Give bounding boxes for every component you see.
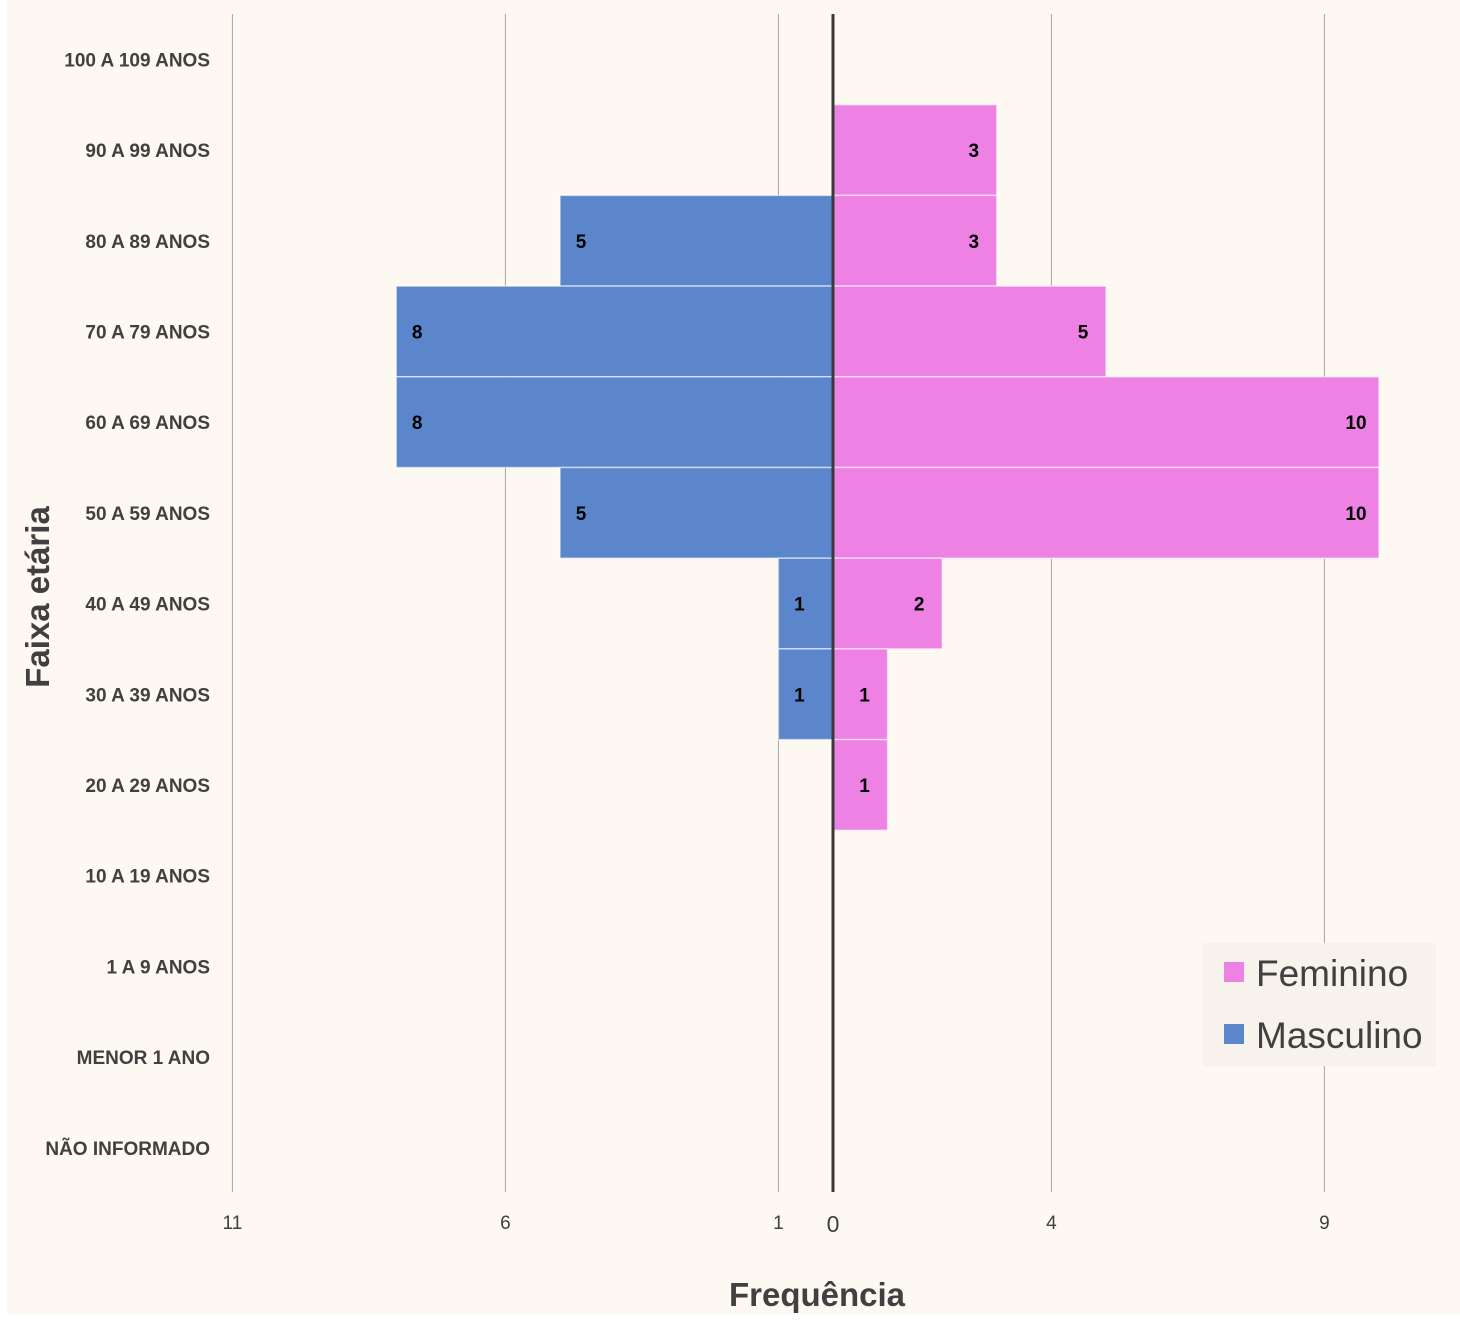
x-axis-title: Frequência xyxy=(729,1276,906,1313)
data-label-feminino: 10 xyxy=(1345,413,1366,434)
data-label-feminino: 10 xyxy=(1345,504,1366,525)
data-label-feminino: 2 xyxy=(914,595,925,616)
bar-masculino-50-a-59-anos xyxy=(559,466,834,559)
data-label-masculino: 1 xyxy=(794,595,805,616)
legend: Feminino Masculino xyxy=(1203,943,1436,1066)
y-category-label: 10 A 19 ANOS xyxy=(85,867,210,888)
y-category-label: 90 A 99 ANOS xyxy=(85,141,210,162)
data-label-feminino: 3 xyxy=(969,141,980,162)
x-tick-label: 0 xyxy=(827,1211,840,1237)
x-tick-label: 4 xyxy=(1046,1213,1057,1234)
x-tick-label: 1 xyxy=(773,1213,784,1234)
y-axis-title: Faixa etária xyxy=(19,506,56,688)
data-label-feminino: 1 xyxy=(859,685,870,706)
bar-feminino-20-a-29-anos xyxy=(832,738,889,832)
bar-feminino-80-a-89-anos xyxy=(832,194,998,287)
bar-feminino-70-a-79-anos xyxy=(832,285,1107,378)
bar-masculino-80-a-89-anos xyxy=(559,194,834,287)
y-category-label: 40 A 49 ANOS xyxy=(85,595,210,616)
y-category-label: 70 A 79 ANOS xyxy=(85,322,210,343)
data-label-feminino: 1 xyxy=(859,776,870,797)
y-category-label: 20 A 29 ANOS xyxy=(85,776,210,797)
bar-masculino-70-a-79-anos xyxy=(395,285,834,378)
y-category-label: 80 A 89 ANOS xyxy=(85,232,210,253)
y-category-label: 50 A 59 ANOS xyxy=(85,504,210,525)
y-category-label: NÃO INFORMADO xyxy=(45,1138,210,1160)
data-label-masculino: 5 xyxy=(576,232,587,253)
y-category-label: 30 A 39 ANOS xyxy=(85,685,210,706)
x-tick-label: 11 xyxy=(223,1213,243,1234)
bar-masculino-30-a-39-anos xyxy=(777,648,834,741)
legend-swatch-feminino xyxy=(1224,962,1244,982)
data-label-masculino: 1 xyxy=(794,685,805,706)
data-label-masculino: 8 xyxy=(412,413,423,434)
bar-feminino-60-a-69-anos xyxy=(832,376,1380,469)
bar-feminino-40-a-49-anos xyxy=(832,557,943,650)
data-label-masculino: 5 xyxy=(576,504,587,525)
data-label-masculino: 8 xyxy=(412,322,423,343)
y-category-label: 1 A 9 ANOS xyxy=(107,957,210,978)
legend-swatch-masculino xyxy=(1224,1024,1244,1044)
y-category-label: 100 A 109 ANOS xyxy=(64,50,210,71)
bar-feminino-30-a-39-anos xyxy=(832,648,889,741)
y-category-label: 60 A 69 ANOS xyxy=(85,413,210,434)
x-tick-label: 9 xyxy=(1319,1213,1330,1234)
data-label-feminino: 5 xyxy=(1078,322,1089,343)
x-tick-label: 6 xyxy=(500,1213,511,1234)
data-label-feminino: 3 xyxy=(969,232,980,253)
y-category-label: MENOR 1 ANO xyxy=(77,1048,210,1069)
bar-feminino-50-a-59-anos xyxy=(832,466,1380,559)
bar-masculino-40-a-49-anos xyxy=(777,557,834,650)
legend-label-feminino: Feminino xyxy=(1256,953,1408,994)
legend-label-masculino: Masculino xyxy=(1256,1015,1423,1056)
bar-masculino-60-a-69-anos xyxy=(395,376,834,469)
